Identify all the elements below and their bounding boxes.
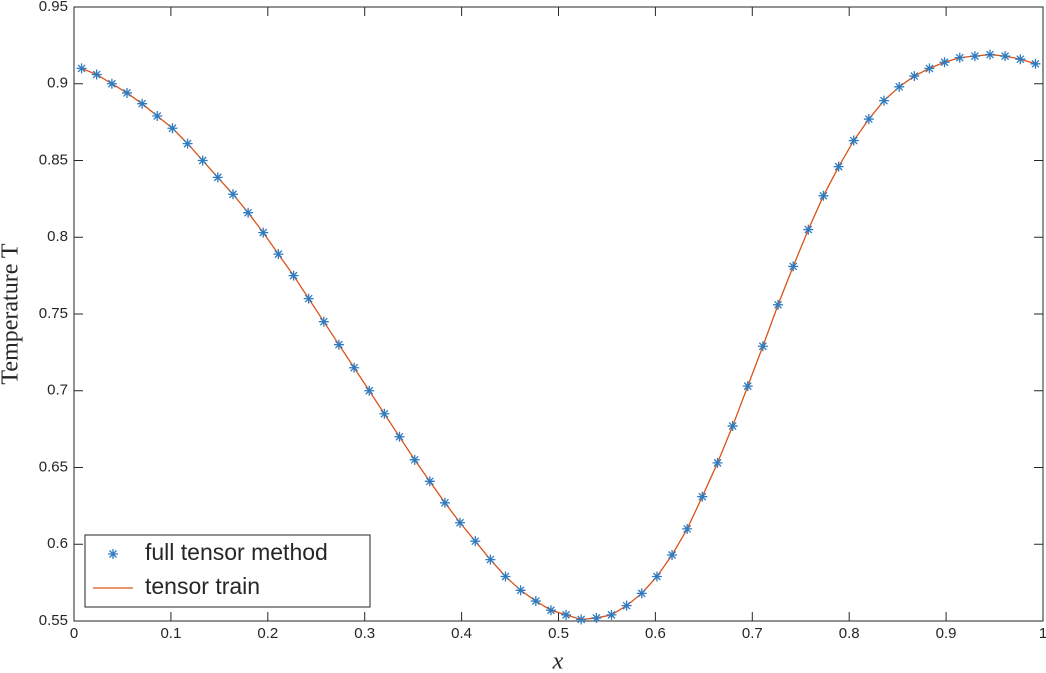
marker <box>318 316 329 327</box>
legend-box <box>84 534 371 608</box>
marker <box>697 491 708 502</box>
marker <box>773 299 784 310</box>
x-axis-label: x <box>552 649 564 673</box>
marker <box>969 51 980 62</box>
marker <box>727 421 738 432</box>
marker <box>788 261 799 272</box>
y-tick-label: 0.85 <box>39 151 68 168</box>
marker <box>818 190 829 201</box>
marker <box>833 161 844 172</box>
marker <box>530 596 541 607</box>
marker <box>878 95 889 106</box>
legend-swatch <box>108 549 118 559</box>
marker <box>288 270 299 281</box>
marker <box>636 588 647 599</box>
x-tick-label: 0.2 <box>257 625 278 642</box>
marker <box>894 81 905 92</box>
legend-label: tensor train <box>145 573 260 599</box>
marker <box>409 454 420 465</box>
x-tick-label: 0.5 <box>548 625 569 642</box>
marker <box>682 523 693 534</box>
y-axis-label: Temperature T <box>0 243 24 384</box>
y-tick-label: 0.6 <box>47 535 68 552</box>
marker <box>515 585 526 596</box>
marker <box>651 571 662 582</box>
x-tick-label: 0.9 <box>936 625 957 642</box>
marker <box>954 52 965 63</box>
marker <box>545 605 556 616</box>
x-tick-label: 0.7 <box>742 625 763 642</box>
x-tick-label: 0.3 <box>354 625 375 642</box>
marker <box>228 189 239 200</box>
marker <box>424 476 435 487</box>
marker <box>303 293 314 304</box>
marker <box>137 98 148 109</box>
marker <box>91 69 102 80</box>
marker <box>76 63 87 74</box>
marker <box>803 224 814 235</box>
x-tick-label: 0 <box>70 625 78 642</box>
marker <box>152 110 163 121</box>
x-tick-label: 0.6 <box>645 625 666 642</box>
marker <box>333 339 344 350</box>
y-tick-label: 0.55 <box>39 612 68 629</box>
marker <box>470 536 481 547</box>
marker <box>576 614 587 625</box>
marker <box>500 571 511 582</box>
marker <box>197 155 208 166</box>
marker <box>394 431 405 442</box>
legend: full tensor method tensor train <box>84 534 371 608</box>
y-tick-label: 0.9 <box>47 75 68 92</box>
marker <box>863 114 874 125</box>
x-tick-label: 0.8 <box>839 625 860 642</box>
x-tick-label: 1 <box>1039 625 1046 642</box>
marker <box>1000 51 1011 62</box>
marker <box>939 57 950 68</box>
marker <box>182 138 193 149</box>
marker <box>258 227 269 238</box>
marker <box>273 249 284 260</box>
marker <box>349 362 360 373</box>
marker <box>621 600 632 611</box>
y-tick-label: 0.75 <box>39 305 68 322</box>
legend-label: full tensor method <box>145 539 328 565</box>
marker <box>364 385 375 396</box>
marker <box>712 457 723 468</box>
marker <box>561 609 572 620</box>
marker <box>591 612 602 623</box>
marker <box>455 517 466 528</box>
marker <box>485 554 496 565</box>
marker <box>1030 58 1041 69</box>
marker <box>122 87 133 98</box>
marker <box>742 381 753 392</box>
marker <box>984 49 995 60</box>
marker <box>1015 54 1026 65</box>
plot-frame <box>73 6 1044 622</box>
y-tick-label: 0.8 <box>47 228 68 245</box>
y-tick-label: 0.65 <box>39 458 68 475</box>
x-tick-label: 0.4 <box>451 625 472 642</box>
marker <box>212 172 223 183</box>
marker <box>243 207 254 218</box>
marker <box>167 123 178 134</box>
line <box>81 53 1036 621</box>
y-tick-label: 0.7 <box>47 382 68 399</box>
marker <box>606 609 617 620</box>
marker <box>379 408 390 419</box>
marker <box>439 497 450 508</box>
marker <box>106 78 117 89</box>
y-tick-label: 0.95 <box>39 0 68 15</box>
marker <box>667 549 678 560</box>
marker <box>924 63 935 74</box>
marker <box>909 71 920 82</box>
x-tick-label: 0.1 <box>160 625 181 642</box>
marker <box>848 135 859 146</box>
marker <box>757 341 768 352</box>
